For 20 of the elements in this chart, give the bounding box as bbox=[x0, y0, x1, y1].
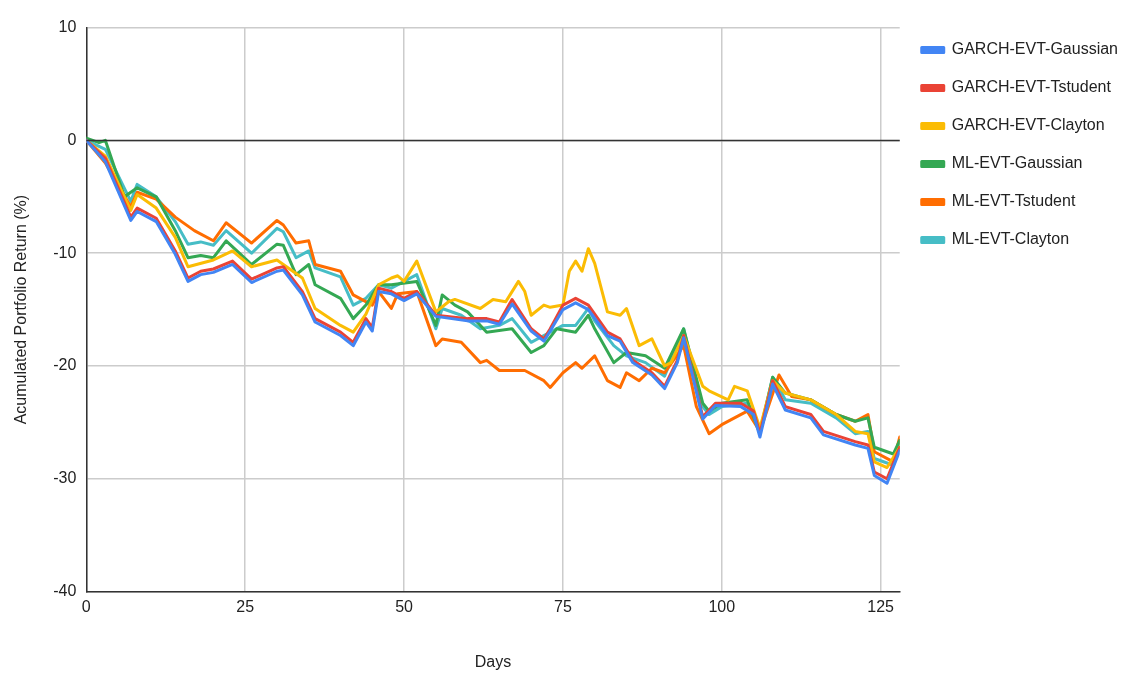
y-tick-label: -40 bbox=[53, 582, 77, 600]
x-tick-label: 75 bbox=[554, 597, 572, 615]
legend-label: GARCH-EVT-Clayton bbox=[951, 116, 1105, 134]
y-tick-label: -30 bbox=[53, 469, 77, 487]
legend-label: ML-EVT-Tstudent bbox=[951, 192, 1076, 210]
legend-label: GARCH-EVT-Gaussian bbox=[951, 40, 1118, 58]
y-tick-label: 10 bbox=[58, 18, 77, 36]
legend-label: ML-EVT-Clayton bbox=[951, 230, 1070, 248]
y-axis-title: Acumulated Portfolio Return (%) bbox=[12, 194, 30, 425]
y-tick-label: 0 bbox=[67, 130, 77, 148]
x-tick-label: 125 bbox=[867, 597, 895, 615]
x-axis-title: Days bbox=[474, 652, 512, 670]
x-tick-label: 0 bbox=[81, 597, 91, 615]
x-tick-label: 25 bbox=[236, 597, 255, 615]
x-tick-label: 100 bbox=[708, 597, 736, 615]
y-tick-label: -10 bbox=[53, 243, 77, 261]
x-tick-label: 50 bbox=[395, 597, 414, 615]
legend-label: ML-EVT-Gaussian bbox=[951, 154, 1083, 172]
legend-label: GARCH-EVT-Tstudent bbox=[951, 78, 1112, 96]
y-tick-label: -20 bbox=[53, 356, 77, 374]
